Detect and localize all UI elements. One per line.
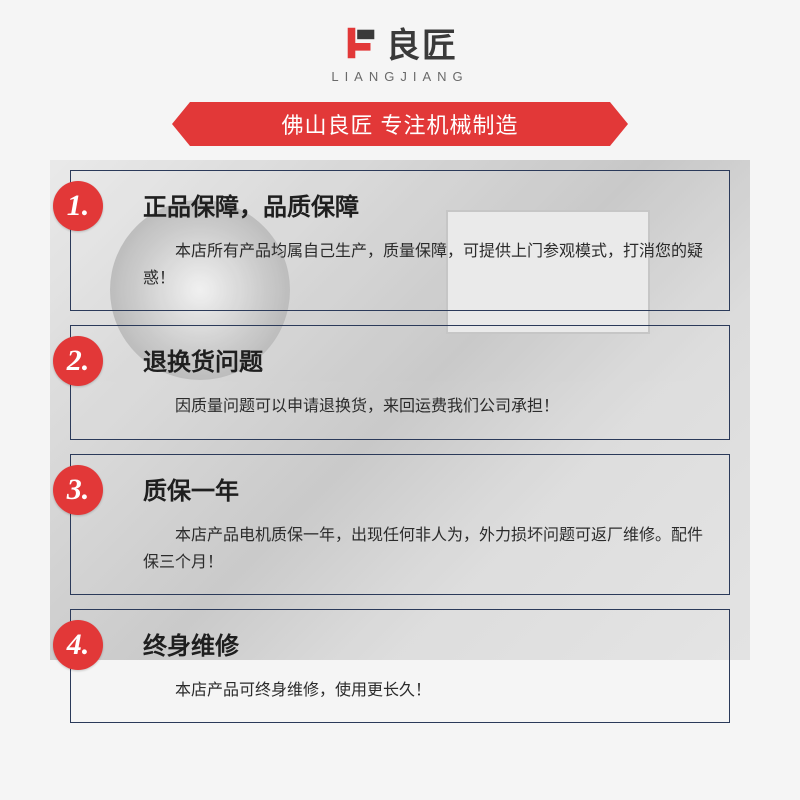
feature-title: 质保一年 [143, 471, 707, 506]
feature-desc: 本店产品电机质保一年，出现任何非人为，外力损坏问题可返厂维修。配件保三个月！ [143, 522, 707, 576]
feature-desc: 本店所有产品均属自己生产，质量保障，可提供上门参观模式，打消您的疑惑！ [143, 238, 707, 292]
feature-title: 正品保障，品质保障 [143, 187, 707, 222]
feature-desc: 本店产品可终身维修，使用更长久！ [143, 677, 707, 704]
logo-text-cn: 良匠 [386, 18, 458, 67]
banner-text: 佛山良匠 专注机械制造 [281, 108, 518, 140]
banner-ribbon: 佛山良匠 专注机械制造 [190, 102, 610, 146]
feature-list: 1. 正品保障，品质保障 本店所有产品均属自己生产，质量保障，可提供上门参观模式… [70, 170, 730, 723]
feature-item-1: 1. 正品保障，品质保障 本店所有产品均属自己生产，质量保障，可提供上门参观模式… [70, 170, 730, 311]
logo-row: 良匠 [0, 18, 800, 67]
number-badge: 2. [53, 336, 103, 386]
feature-title: 终身维修 [143, 626, 707, 661]
feature-item-2: 2. 退换货问题 因质量问题可以申请退换货，来回运费我们公司承担！ [70, 325, 730, 439]
logo-text-en: LIANGJIANG [0, 69, 800, 84]
logo-icon [342, 24, 380, 62]
feature-desc: 因质量问题可以申请退换货，来回运费我们公司承担！ [143, 393, 707, 420]
number-badge: 4. [53, 620, 103, 670]
feature-item-3: 3. 质保一年 本店产品电机质保一年，出现任何非人为，外力损坏问题可返厂维修。配… [70, 454, 730, 595]
feature-title: 退换货问题 [143, 342, 707, 377]
content-wrapper: 良匠 LIANGJIANG 佛山良匠 专注机械制造 1. 正品保障，品质保障 本… [0, 0, 800, 800]
number-badge: 3. [53, 465, 103, 515]
feature-item-4: 4. 终身维修 本店产品可终身维修，使用更长久！ [70, 609, 730, 723]
number-badge: 1. [53, 181, 103, 231]
logo-area: 良匠 LIANGJIANG [0, 0, 800, 92]
